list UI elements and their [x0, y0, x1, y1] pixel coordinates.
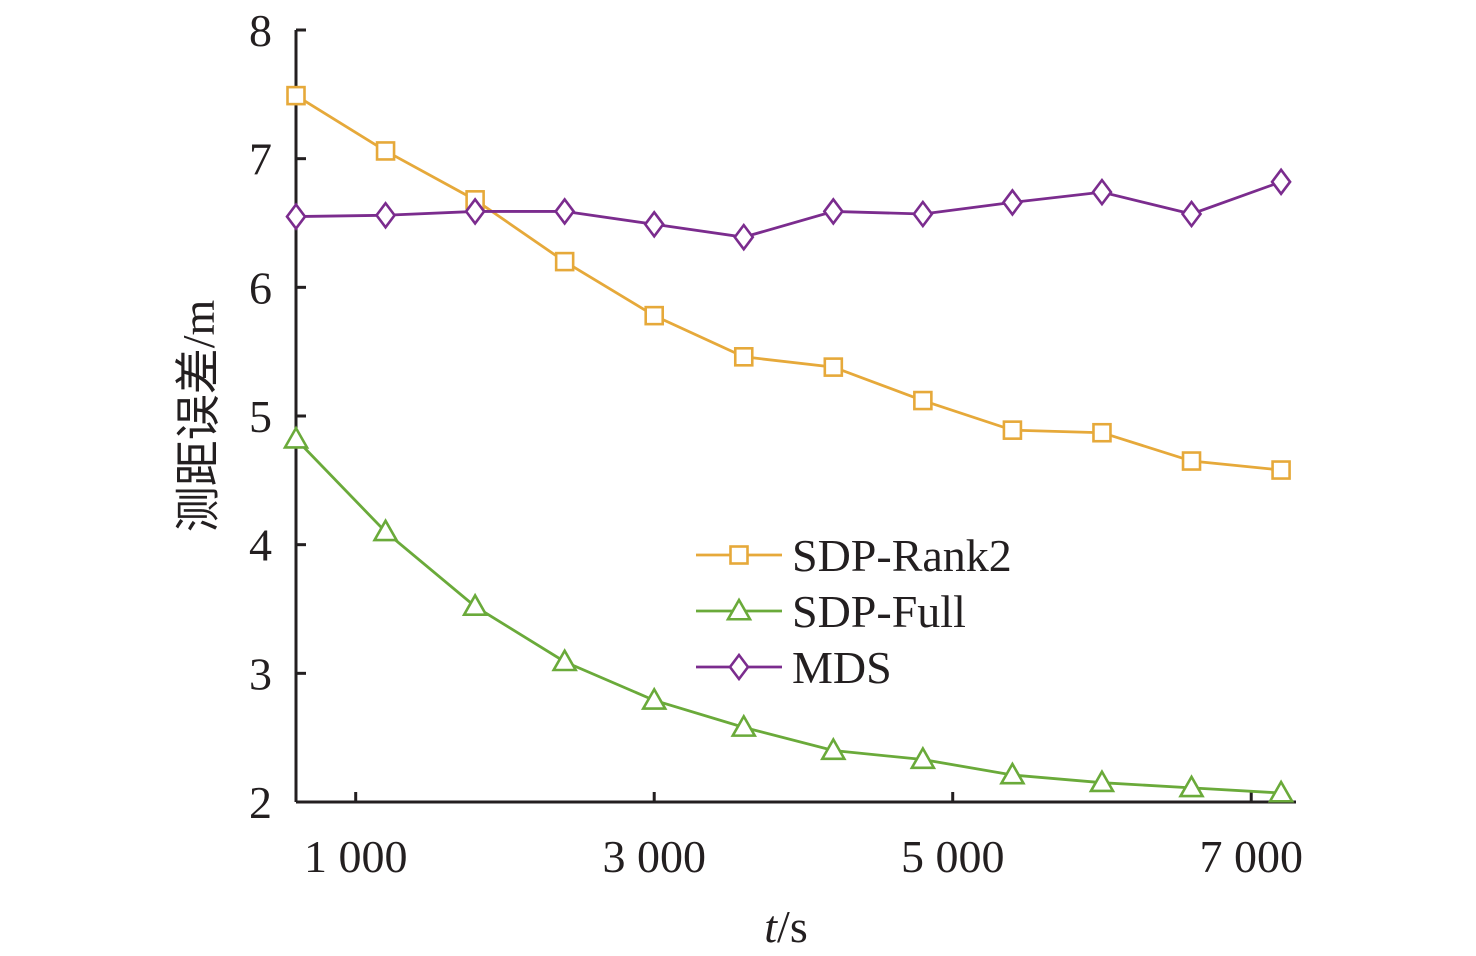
y-tick-label: 2	[249, 777, 272, 828]
data-point-sdp-rank2	[733, 347, 754, 367]
data-point-sdp-full	[461, 592, 489, 616]
x-tick-label: 7 000	[1199, 831, 1303, 882]
legend-marker-mds	[728, 652, 750, 682]
data-point-mds	[285, 202, 307, 231]
series-line-sdp-full	[294, 438, 1282, 795]
data-point-sdp-rank2	[1002, 420, 1023, 440]
legend-label-mds: MDS	[792, 642, 892, 693]
legend-marker-sdp-full	[725, 597, 753, 621]
legend-label-sdp-rank2: SDP-Rank2	[792, 530, 1012, 581]
y-tick-label: 7	[249, 134, 272, 185]
data-point-sdp-rank2	[1271, 460, 1291, 480]
data-point-sdp-rank2	[644, 305, 665, 326]
y-tick-label: 5	[249, 391, 272, 442]
legend-label-sdp-full: SDP-Full	[792, 586, 966, 637]
data-point-sdp-rank2	[286, 85, 306, 106]
series-line-mds	[295, 180, 1282, 239]
x-axis-title: t/s	[764, 901, 807, 952]
series-line-sdp-rank2	[295, 94, 1282, 472]
data-point-sdp-rank2	[1092, 422, 1112, 443]
data-point-mds	[733, 222, 755, 252]
data-point-mds	[912, 199, 934, 229]
data-point-sdp-rank2	[823, 357, 844, 377]
legend-marker-sdp-rank2	[729, 545, 749, 565]
data-point-mds	[374, 201, 397, 230]
axes: 2 3 4 5 6 7 8 1 000 3 000 5 000 7 000	[249, 5, 1303, 882]
x-tick-label: 5 000	[901, 831, 1005, 882]
data-point-mds	[822, 197, 844, 226]
data-point-sdp-full	[282, 425, 310, 449]
data-point-mds	[464, 197, 486, 226]
series-sdp-full	[282, 425, 1295, 803]
data-point-sdp-full	[909, 745, 937, 770]
series-sdp-rank2	[286, 85, 1291, 480]
legend-item-mds: MDS	[696, 642, 892, 693]
data-point-sdp-full	[999, 761, 1026, 785]
y-tick-label: 6	[249, 262, 272, 313]
data-point-sdp-full	[1178, 774, 1205, 798]
data-point-sdp-full	[820, 736, 847, 761]
y-tick-label: 4	[249, 520, 272, 571]
x-tick-label: 1 000	[304, 831, 408, 882]
data-point-sdp-rank2	[554, 251, 575, 272]
x-tick-label: 3 000	[602, 831, 706, 882]
legend-item-sdp-rank2: SDP-Rank2	[696, 530, 1012, 581]
y-tick-label: 8	[249, 5, 272, 56]
data-point-sdp-full	[1267, 779, 1295, 803]
data-point-sdp-full	[640, 686, 668, 710]
x-axis-title-unit: /s	[777, 901, 808, 952]
y-tick-label: 3	[249, 648, 272, 699]
series-mds	[285, 167, 1292, 252]
data-point-sdp-full	[730, 713, 758, 737]
data-point-sdp-full	[551, 648, 578, 672]
data-point-sdp-rank2	[913, 390, 933, 411]
data-point-sdp-full	[1088, 769, 1116, 793]
y-axis-title: 测距误差/m	[173, 300, 224, 533]
series-layer	[282, 85, 1295, 803]
data-point-mds	[1001, 188, 1024, 217]
data-point-mds	[1270, 167, 1292, 196]
data-point-sdp-full	[372, 518, 399, 542]
data-point-mds	[554, 197, 576, 226]
x-axis-title-variable: t	[764, 901, 778, 952]
data-point-mds	[643, 210, 665, 239]
legend-item-sdp-full: SDP-Full	[696, 586, 966, 637]
data-point-sdp-rank2	[375, 141, 396, 161]
data-point-sdp-rank2	[1181, 451, 1202, 471]
data-point-mds	[1091, 177, 1113, 207]
data-point-mds	[1180, 199, 1203, 229]
